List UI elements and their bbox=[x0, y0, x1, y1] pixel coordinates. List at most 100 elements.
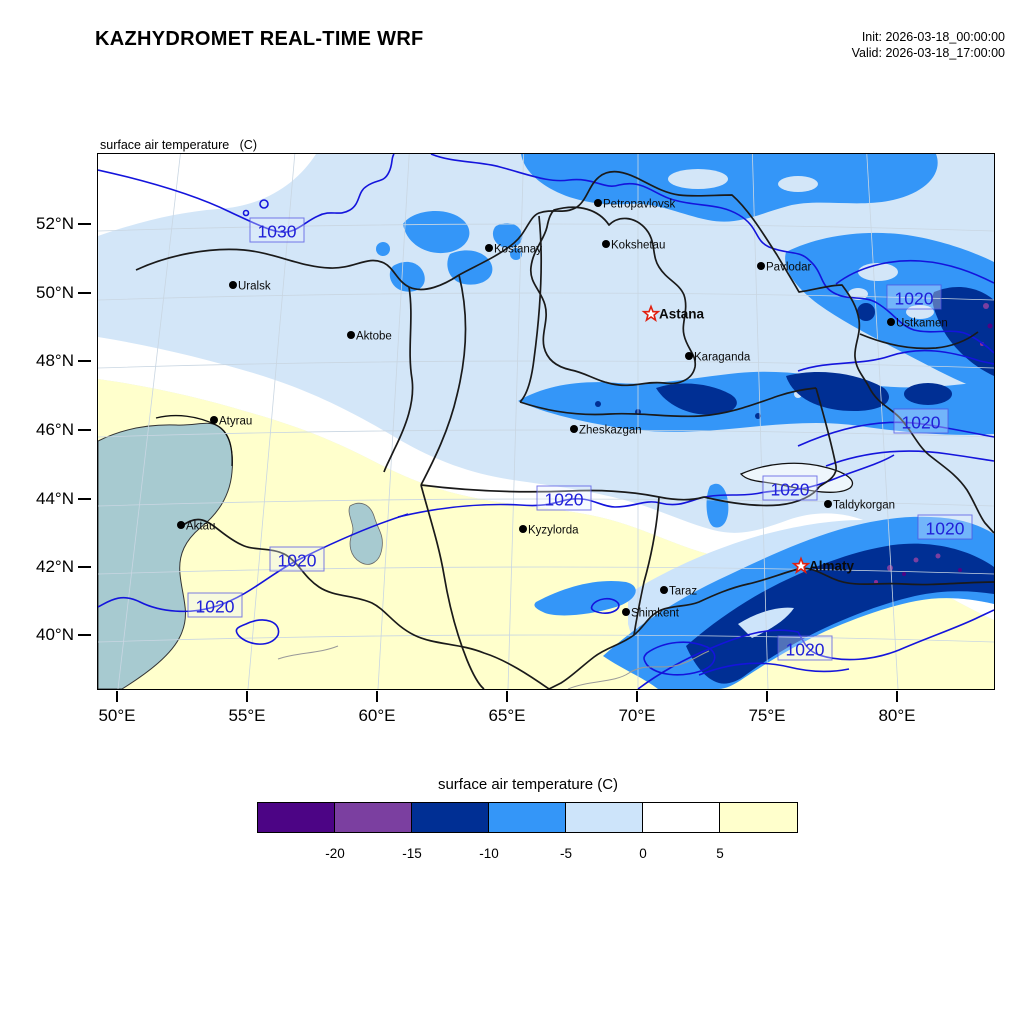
parallel-line bbox=[98, 360, 994, 369]
meridian-line bbox=[117, 154, 181, 689]
legend-title: surface air temperature (C) bbox=[437, 776, 619, 793]
city-dot-icon bbox=[602, 240, 610, 248]
city-marker-astana: Astana bbox=[641, 304, 705, 323]
parallel-line bbox=[98, 223, 994, 232]
pressure-contours bbox=[98, 154, 994, 689]
meridian-line bbox=[507, 154, 524, 689]
lon-tick-label: 55°E bbox=[228, 706, 266, 725]
pressure-label: 1020 bbox=[893, 408, 949, 434]
city-marker-pavlodar: Pavlodar bbox=[757, 262, 812, 274]
city-marker-taldykorgan: Taldykorgan bbox=[824, 500, 895, 512]
lat-tick-label: 52°N bbox=[36, 214, 74, 233]
city-label: Aktau bbox=[186, 521, 215, 533]
meridian-line bbox=[377, 154, 410, 689]
city-marker-kyzylorda: Kyzylorda bbox=[519, 525, 579, 537]
cities-layer: Petropavlovsk Kostanay Kokshetau Pavlodar Ur… bbox=[177, 199, 948, 620]
city-dot-icon bbox=[177, 521, 185, 529]
city-label: Almaty bbox=[809, 559, 855, 574]
lat-tick-mark bbox=[78, 634, 91, 636]
lat-tick-label: 40°N bbox=[36, 625, 74, 644]
city-dot-icon bbox=[622, 608, 630, 616]
lat-tick-mark bbox=[78, 223, 91, 225]
temp-fill-purple-specks bbox=[874, 303, 993, 584]
lon-tick-label: 50°E bbox=[98, 706, 136, 725]
lon-tick-label: 65°E bbox=[488, 706, 526, 725]
parallel-line bbox=[98, 429, 994, 438]
pressure-label-box bbox=[536, 485, 592, 511]
pressure-label: 1030 bbox=[249, 217, 305, 243]
pressure-label: 1020 bbox=[187, 592, 243, 618]
pressure-label-text: 1020 bbox=[895, 289, 934, 309]
legend-tick-label: -5 bbox=[559, 846, 572, 861]
city-dot-icon bbox=[485, 244, 493, 252]
city-label: Kostanay bbox=[494, 244, 542, 256]
city-label: Ustkamen bbox=[896, 318, 948, 330]
city-label: Atyrau bbox=[219, 416, 252, 428]
city-dot-icon bbox=[347, 331, 355, 339]
city-marker-kokshetau: Kokshetau bbox=[602, 240, 665, 252]
pressure-label-box bbox=[269, 546, 325, 572]
city-label: Uralsk bbox=[238, 281, 271, 293]
temp-fill-navy-group bbox=[595, 286, 994, 684]
city-marker-aktau: Aktau bbox=[177, 521, 215, 533]
legend-color-cell bbox=[643, 803, 720, 832]
pressure-label-text: 1020 bbox=[926, 519, 965, 539]
legend-tick-label: -15 bbox=[402, 846, 422, 861]
city-marker-zheskazgan: Zheskazgan bbox=[570, 425, 642, 437]
pressure-label-box bbox=[886, 284, 942, 310]
weather-map: Petropavlovsk Kostanay Kokshetau Pavlodar Ur… bbox=[98, 154, 994, 689]
city-dot-icon bbox=[685, 352, 693, 360]
temp-fill-white-nw bbox=[98, 154, 316, 236]
city-dot-icon bbox=[210, 416, 218, 424]
legend-tick-label: 0 bbox=[639, 846, 647, 861]
lon-tick-label: 80°E bbox=[878, 706, 916, 725]
city-marker-uralsk: Uralsk bbox=[229, 281, 271, 293]
legend-tick-label: 5 bbox=[716, 846, 724, 861]
city-marker-karaganda: Karaganda bbox=[685, 352, 751, 364]
legend-color-cell bbox=[566, 803, 643, 832]
aral-sea bbox=[348, 502, 383, 565]
lat-tick-mark bbox=[78, 498, 91, 500]
city-dot-icon bbox=[757, 262, 765, 270]
pressure-label: 1020 bbox=[777, 635, 833, 661]
lon-tick-mark bbox=[246, 691, 248, 702]
lat-tick-mark bbox=[78, 429, 91, 431]
lake-balkhash bbox=[739, 462, 854, 493]
city-label: Taraz bbox=[669, 586, 697, 598]
lon-tick-mark bbox=[766, 691, 768, 702]
city-marker-almaty: Almaty bbox=[791, 556, 855, 575]
city-label: Petropavlovsk bbox=[603, 199, 675, 211]
pressure-label-text: 1020 bbox=[545, 490, 584, 510]
parallel-line bbox=[98, 292, 994, 301]
map-frame: Petropavlovsk Kostanay Kokshetau Pavlodar Ur… bbox=[97, 153, 995, 690]
city-label: Kokshetau bbox=[611, 240, 665, 252]
city-marker-taraz: Taraz bbox=[660, 586, 697, 598]
pressure-label-box bbox=[917, 514, 973, 540]
city-label: Kyzylorda bbox=[528, 525, 579, 537]
pressure-label: 1020 bbox=[536, 485, 592, 511]
city-label: Taldykorgan bbox=[833, 500, 895, 512]
foreign-borders bbox=[277, 645, 710, 689]
pressure-label: 1020 bbox=[269, 546, 325, 572]
city-label: Astana bbox=[659, 307, 705, 322]
lon-tick-label: 70°E bbox=[618, 706, 656, 725]
pressure-label: 1020 bbox=[886, 284, 942, 310]
capital-star-icon bbox=[791, 556, 811, 575]
lat-tick-mark bbox=[78, 360, 91, 362]
city-marker-shimkent: Shimkent bbox=[622, 608, 680, 620]
lon-tick-label: 75°E bbox=[748, 706, 786, 725]
city-dot-icon bbox=[570, 425, 578, 433]
city-label: Karaganda bbox=[694, 352, 751, 364]
lat-tick-mark bbox=[78, 292, 91, 294]
lon-tick-label: 60°E bbox=[358, 706, 396, 725]
lon-tick-mark bbox=[506, 691, 508, 702]
pressure-label-box bbox=[249, 217, 305, 243]
lon-tick-mark bbox=[376, 691, 378, 702]
pressure-label-box bbox=[893, 408, 949, 434]
city-label: Pavlodar bbox=[766, 262, 812, 274]
city-marker-petropavlovsk: Petropavlovsk bbox=[594, 199, 675, 211]
pressure-label: 1020 bbox=[917, 514, 973, 540]
lon-tick-mark bbox=[896, 691, 898, 702]
city-label: Aktobe bbox=[356, 331, 392, 343]
